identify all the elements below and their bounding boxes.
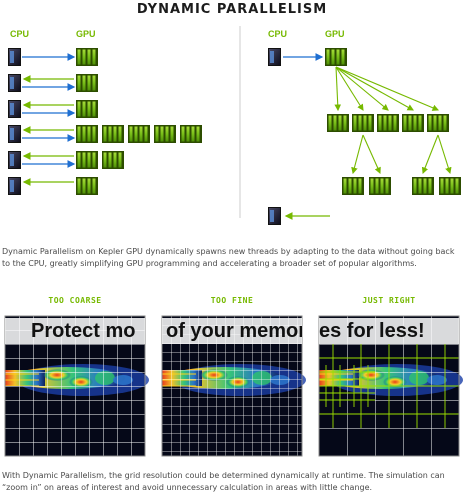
cpu-return-icon [268,207,281,225]
cpu-icon [8,100,21,118]
cpu-label-right: CPU [268,29,288,39]
panel-label-too-fine: TOO FINE [210,296,254,305]
gpu-icon [76,177,98,195]
gpu-icon [76,100,98,118]
gpu-icon [427,114,449,132]
panel-label-just-right: JUST RIGHT [362,296,416,305]
dynamic-parallelism-diagram [8,26,461,225]
gpu-icon [154,125,176,143]
gpu-icon [342,177,364,195]
gpu-label-right: GPU [325,29,345,39]
gpu-icon [128,125,150,143]
watermark-text: of your memories for less! [166,320,302,342]
gpu-child-row [327,114,449,132]
gpu-icon [76,48,98,66]
cpu-icon [268,48,281,66]
footer-text: With Dynamic Parallelism, the grid resol… [2,471,445,492]
gpu-root-icon [325,48,347,66]
gpu-icon [76,74,98,92]
cpu-icon [8,151,21,169]
gpu-spawn-arrows [334,66,452,175]
gpu-icon [180,125,202,143]
cpu-column-left [8,48,21,195]
gpu-column-left [76,48,202,195]
cpu-icon [8,177,21,195]
gpu-icon [402,114,424,132]
cpu-label-left: CPU [10,29,30,39]
gpu-icon [102,125,124,143]
cpu-icon [8,74,21,92]
gpu-icon [327,114,349,132]
gpu-icon [76,151,98,169]
watermark-band-1: Protect mo [5,318,145,344]
watermark-band-3: es for less! [319,318,459,344]
cpu-gpu-arrows [22,53,76,186]
cpu-icon [8,48,21,66]
panel-label-too-coarse: TOO COARSE [48,296,102,305]
watermark-text: es for less! [319,320,425,342]
gpu-icon [102,151,124,169]
gpu-icon [76,125,98,143]
page-title: DYNAMIC PARALLELISM [136,2,328,17]
gpu-grandchild-row [342,177,461,195]
gpu-icon [412,177,434,195]
gpu-icon [369,177,391,195]
gpu-icon [352,114,374,132]
watermark-band-2: of your memories for less! [162,318,302,344]
cpu-icon [8,125,21,143]
gpu-icon [377,114,399,132]
gpu-label-left: GPU [76,29,96,39]
gpu-icon [439,177,461,195]
description-text: Dynamic Parallelism on Kepler GPU dynami… [2,247,455,268]
watermark-text: Protect mo [31,320,136,342]
